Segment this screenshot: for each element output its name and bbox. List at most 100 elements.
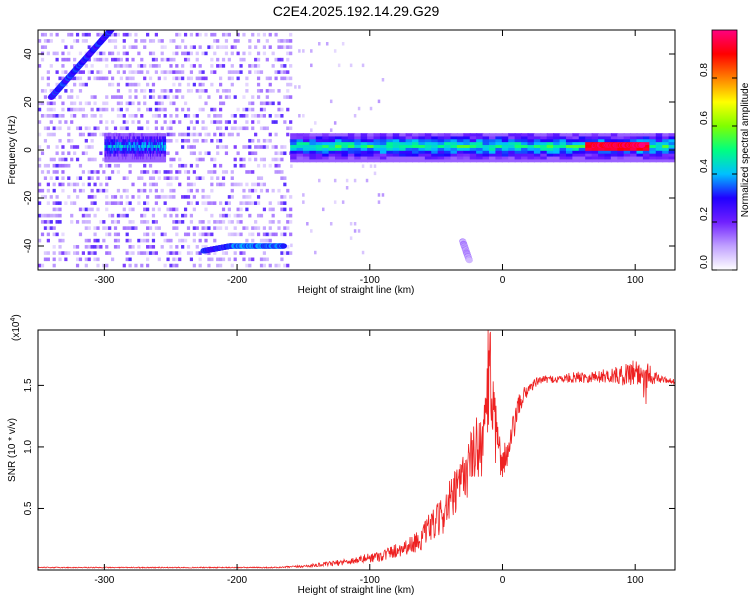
spectrogram-cell [655, 150, 664, 154]
spectrogram-cell [43, 45, 48, 49]
spectrogram-cell [169, 114, 173, 118]
spectrogram-cell [219, 138, 223, 143]
spectrogram-cell [116, 82, 121, 87]
spectrogram-cell [119, 114, 123, 118]
spectrogram-cell [675, 142, 682, 145]
spectrogram-cell [154, 64, 158, 68]
spectrogram-cell [146, 238, 150, 243]
spectrogram-cell [192, 114, 196, 118]
spectrogram-cell [131, 245, 135, 249]
spectrogram-cell [78, 176, 83, 180]
spectrogram-cell [248, 157, 252, 162]
spectrogram-cell [84, 64, 88, 68]
spectrogram-cell [99, 114, 103, 118]
spectrogram-cell [341, 200, 345, 204]
spectrogram-cell [216, 57, 220, 62]
spectrogram-cell [52, 263, 56, 268]
spectrogram-cell [105, 226, 109, 230]
spectrogram-cell [248, 188, 252, 193]
spectrogram-cell [553, 153, 561, 157]
spectrogram-cell [337, 63, 341, 68]
spectrogram-cell [268, 132, 272, 137]
spectrogram-cell [501, 141, 510, 146]
spectrogram-cell [183, 213, 188, 218]
spectrogram-cell [280, 145, 284, 149]
spectrogram-cell [328, 141, 337, 146]
spectrogram-cell [242, 163, 246, 168]
spectrogram-cell [172, 95, 176, 99]
spectrogram-cell [341, 141, 349, 146]
spectrogram-cell [73, 39, 77, 43]
spectrogram-cell [251, 95, 255, 99]
spectrogram-cell [585, 133, 593, 137]
spectrogram-cell [128, 245, 132, 249]
spectrogram-cell [559, 147, 567, 151]
spectrogram-cell [186, 51, 191, 56]
spectrogram-cell [148, 51, 153, 56]
spectrogram-cell [195, 157, 199, 162]
spectrogram-cell [662, 156, 670, 160]
spectrogram-cell [642, 153, 651, 157]
spectrogram-cell [256, 182, 261, 187]
snr-y-multiplier-close: ) [11, 314, 22, 317]
spectrogram-cell [638, 142, 646, 148]
spectrogram-cell [204, 151, 208, 156]
spectrogram-cell [125, 51, 129, 56]
spectrogram-cell [341, 147, 349, 151]
spectrogram-cell [102, 57, 106, 62]
spectrogram-cell [201, 232, 205, 237]
spectrogram-cell [265, 95, 269, 99]
spectrogram-cell [514, 141, 523, 146]
spectrogram-cell [482, 156, 490, 160]
x-tick-label: 100 [627, 275, 644, 286]
spectrogram-cell [67, 57, 71, 62]
spectrogram-cell [437, 133, 446, 137]
spectrogram-cell [183, 32, 188, 37]
spectrogram-cell [649, 144, 657, 148]
spectrogram-cell [399, 150, 407, 154]
spectrogram-cell [128, 238, 132, 243]
spectrogram-cell [163, 89, 167, 93]
spectrogram-cell [213, 51, 217, 56]
spectrogram-cell [108, 51, 112, 56]
spectrogram-cell [668, 153, 675, 157]
spectrogram-cell [221, 251, 226, 255]
spectrogram-cell [58, 157, 62, 162]
y-tick-label: -20 [23, 190, 34, 205]
spectrogram-cell [335, 147, 343, 151]
spectrogram-cell [40, 57, 45, 62]
spectrogram-cell [166, 170, 170, 174]
spectrogram-cell [40, 45, 45, 49]
spectrogram-cell [160, 126, 164, 131]
spectrogram-cell [204, 245, 208, 249]
spectrogram-cell [189, 45, 194, 49]
spectrogram-cell [630, 153, 638, 157]
spectrogram-cell [131, 101, 135, 106]
spectrogram-cell [178, 76, 182, 81]
spectrogram-cell [148, 176, 153, 180]
spectrogram-cell [386, 150, 394, 154]
spectrogram-cell [154, 107, 158, 112]
spectrogram-cell [154, 188, 158, 193]
spectrogram-cell [280, 64, 284, 68]
spectrogram-cell [172, 226, 176, 230]
spectrogram-cell [424, 159, 433, 163]
spectrogram-cell [345, 186, 349, 190]
spectrogram-cell [245, 82, 249, 87]
spectrogram-cell [392, 153, 401, 157]
spectrogram-cell [81, 39, 85, 43]
spectrogram-cell [64, 120, 68, 124]
spectrogram-cell [105, 64, 109, 68]
spectrogram-cell [143, 238, 147, 243]
spectrogram-cell [99, 132, 103, 137]
spectrogram-cell [99, 76, 103, 81]
spectrogram-cell [274, 70, 278, 74]
spectrogram-cell [183, 101, 188, 106]
spectrogram-cell [110, 32, 115, 37]
spectrogram-cell [122, 70, 126, 74]
spectrogram-cell [227, 220, 231, 224]
spectrogram-cell [289, 126, 293, 131]
spectrogram-cell [274, 32, 278, 37]
spectrogram-cell [178, 257, 182, 262]
spectrogram-cell [210, 32, 214, 37]
